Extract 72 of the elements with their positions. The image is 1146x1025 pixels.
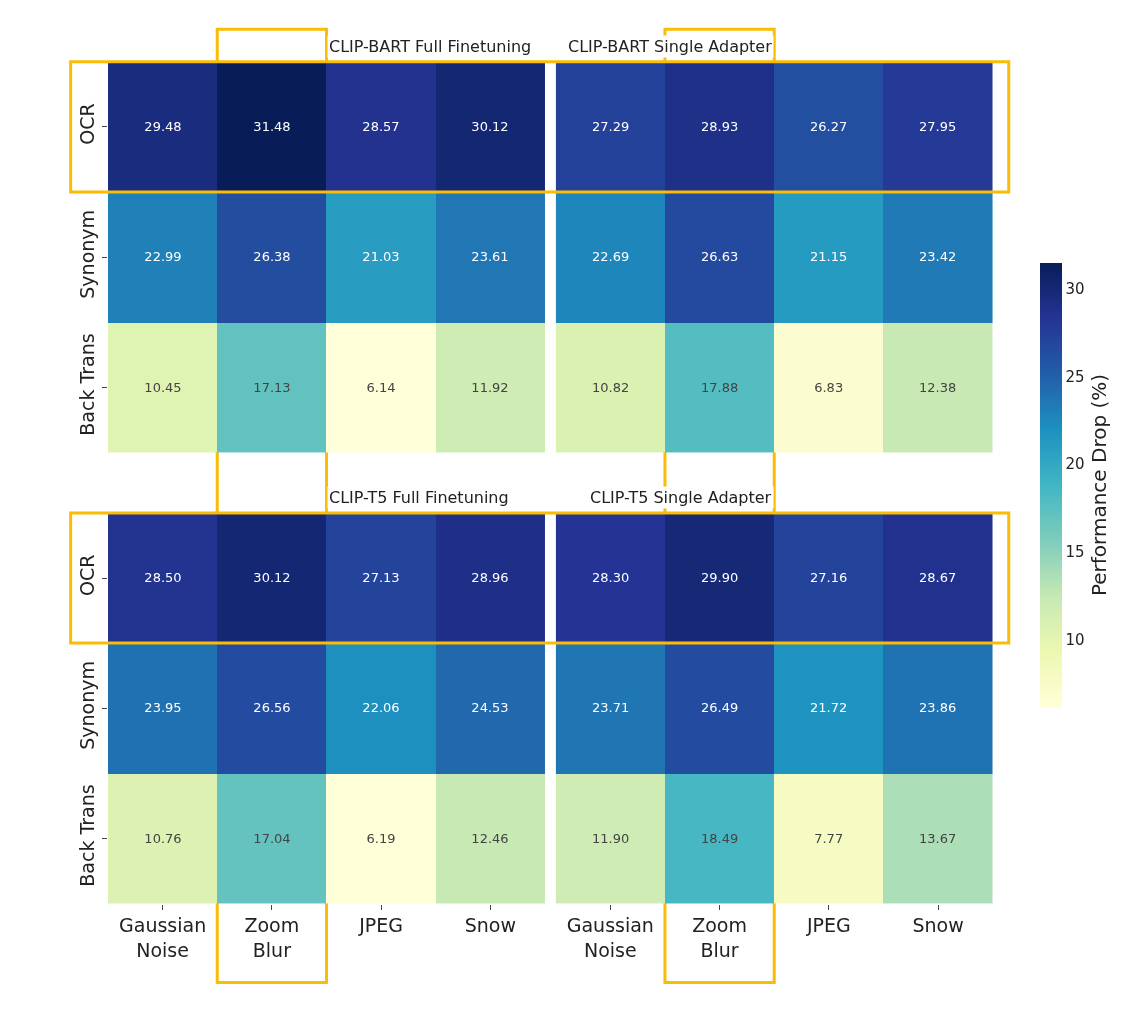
y-tick-label: Back Trans — [76, 784, 99, 887]
data-label: 21.72 — [810, 700, 848, 716]
data-label: 6.14 — [366, 380, 396, 396]
x-tick-label: Gaussian Noise — [119, 914, 207, 961]
data-label: 26.56 — [253, 700, 291, 716]
data-label: 22.06 — [362, 700, 400, 716]
data-label: 31.48 — [253, 119, 291, 135]
y-tick-label: OCR — [76, 103, 99, 145]
data-label: 23.61 — [471, 249, 509, 265]
color-bar-label: 10 — [1065, 630, 1085, 649]
x-tick-label: Zoom Blur — [244, 914, 300, 961]
y-tick-label: OCR — [76, 554, 99, 596]
data-label: 28.50 — [144, 570, 182, 586]
data-label: 30.12 — [471, 119, 509, 135]
data-label: 10.45 — [144, 380, 182, 396]
data-label: 11.92 — [471, 380, 509, 396]
y-tick-label: Back Trans — [76, 333, 99, 436]
data-label: 12.46 — [471, 831, 509, 847]
data-label: 27.95 — [919, 119, 957, 135]
data-label: 18.49 — [701, 831, 739, 847]
chart-title: CLIP-T5 Full Finetuning — [329, 488, 509, 507]
data-label: 6.19 — [366, 831, 396, 847]
data-label: 7.77 — [814, 831, 844, 847]
data-label: 21.15 — [810, 249, 848, 265]
data-label: 29.48 — [144, 119, 182, 135]
data-label: 26.63 — [701, 249, 739, 265]
chart-title: CLIP-BART Single Adapter — [568, 37, 773, 56]
data-label: 17.04 — [253, 831, 291, 847]
x-tick-label: JPEG — [358, 914, 404, 937]
x-tick-label: Snow — [912, 914, 964, 937]
data-label: 26.27 — [810, 119, 848, 135]
x-tick-label: Zoom Blur — [692, 914, 747, 961]
data-label: 27.16 — [810, 570, 848, 586]
data-label: 26.49 — [701, 700, 739, 716]
data-label: 13.67 — [919, 831, 957, 847]
x-tick-label: JPEG — [805, 914, 851, 937]
data-label: 10.82 — [592, 380, 630, 396]
color-bar-label: 30 — [1065, 279, 1085, 298]
data-label: 28.30 — [592, 570, 630, 586]
data-label: 22.99 — [144, 249, 182, 265]
data-label: 12.38 — [919, 380, 957, 396]
color-bar-label: 20 — [1065, 455, 1085, 474]
data-label: 17.13 — [253, 380, 291, 396]
data-label: 30.12 — [253, 570, 291, 586]
data-label: 11.90 — [592, 831, 630, 847]
data-label: 22.69 — [592, 249, 630, 265]
data-label: 28.93 — [701, 119, 739, 135]
data-label: 28.96 — [471, 570, 509, 586]
x-tick-label: Snow — [464, 914, 517, 937]
data-label: 21.03 — [362, 249, 400, 265]
color-bar-label: 25 — [1065, 367, 1085, 386]
y-tick-label: Synonym — [76, 660, 99, 750]
x-tick-label: Gaussian Noise — [566, 914, 654, 961]
data-label: 23.95 — [144, 700, 182, 716]
data-label: 28.57 — [362, 119, 400, 135]
data-label: 24.53 — [471, 700, 509, 716]
y-tick-label: Synonym — [76, 209, 99, 299]
color-bar-label: 15 — [1065, 543, 1085, 562]
data-label: 26.38 — [253, 249, 291, 265]
data-label: 23.71 — [592, 700, 630, 716]
data-label: 17.88 — [701, 380, 739, 396]
chart-title: CLIP-BART Full Finetuning — [329, 37, 532, 56]
chart-title: CLIP-T5 Single Adapter — [590, 488, 772, 507]
data-label: 23.42 — [919, 249, 957, 265]
data-label: 27.29 — [592, 119, 630, 135]
data-label: 28.67 — [919, 570, 957, 586]
color-bar-title: Performance Drop (%) — [1086, 373, 1111, 597]
data-label: 23.86 — [919, 700, 957, 716]
data-label: 10.76 — [144, 831, 182, 847]
data-label: 29.90 — [701, 570, 739, 586]
data-label: 27.13 — [362, 570, 400, 586]
data-label: 6.83 — [814, 380, 844, 396]
